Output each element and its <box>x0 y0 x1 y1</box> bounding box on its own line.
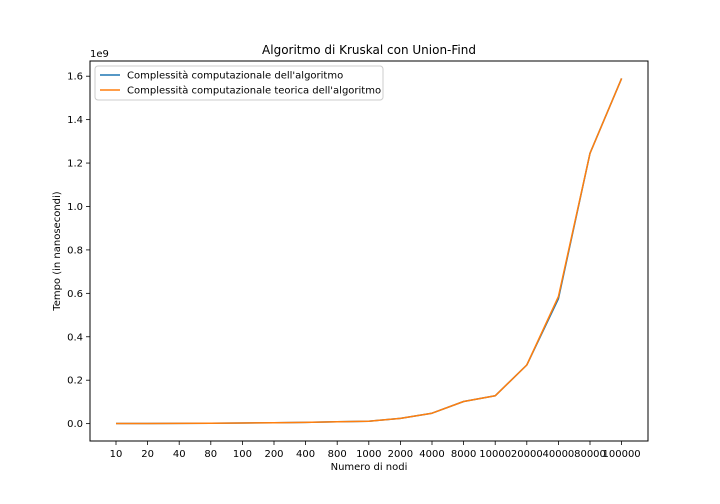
plot-frame <box>89 60 649 442</box>
y-tick-label: 0.0 <box>67 419 83 430</box>
x-tick-label: 800 <box>328 449 347 460</box>
x-tick-label: 1000 <box>356 449 381 460</box>
y-axis-label: Tempo (in nanosecondi) <box>52 191 63 312</box>
legend-box <box>94 65 384 101</box>
x-axis-ticks: 10 20 40 80 100 200 400 800 1000 2000 4000 8000 1000… <box>110 441 641 460</box>
y-tick-label: 0.8 <box>67 245 83 256</box>
x-tick-label: 20000 <box>511 449 543 460</box>
series-line-1 <box>116 78 623 425</box>
x-tick-label: 40 <box>173 449 186 460</box>
x-tick-label: 10 <box>110 449 123 460</box>
x-tick-label: 400 <box>296 449 315 460</box>
y-tick-label: 1.4 <box>67 115 83 126</box>
x-tick-label: 40000 <box>542 449 574 460</box>
x-tick-label: 10000 <box>479 449 511 460</box>
y-axis-ticks: 0.0 0.2 0.4 0.6 0.8 1.0 1.2 1.4 1.6 <box>67 72 90 430</box>
x-tick-label: 200 <box>264 449 283 460</box>
x-tick-label: 100 <box>233 449 252 460</box>
y-tick-label: 1.0 <box>67 202 83 213</box>
series-lines <box>116 78 623 425</box>
x-tick-label: 80000 <box>574 449 606 460</box>
x-tick-label: 4000 <box>419 449 444 460</box>
y-tick-label: 0.4 <box>67 332 83 343</box>
y-tick-label: 1.6 <box>67 72 83 83</box>
legend: Complessità computazionale dell'algoritm… <box>94 65 384 101</box>
y-scale-label: 1e9 <box>90 49 109 60</box>
x-tick-label: 100000 <box>603 449 641 460</box>
x-tick-label: 80 <box>204 449 217 460</box>
legend-label-0: Complessità computazionale dell'algoritm… <box>127 70 343 82</box>
y-tick-label: 0.2 <box>67 376 83 387</box>
y-tick-label: 1.2 <box>67 159 83 170</box>
legend-label-1: Complessità computazionale teorica dell'… <box>127 85 381 97</box>
x-tick-label: 8000 <box>451 449 476 460</box>
x-tick-label: 2000 <box>388 449 413 460</box>
x-tick-label: 20 <box>141 449 154 460</box>
chart-title: Algoritmo di Kruskal con Union-Find <box>262 43 476 57</box>
x-axis-label: Numero di nodi <box>331 462 408 473</box>
y-tick-label: 0.6 <box>67 289 83 300</box>
series-line-0 <box>116 78 623 425</box>
